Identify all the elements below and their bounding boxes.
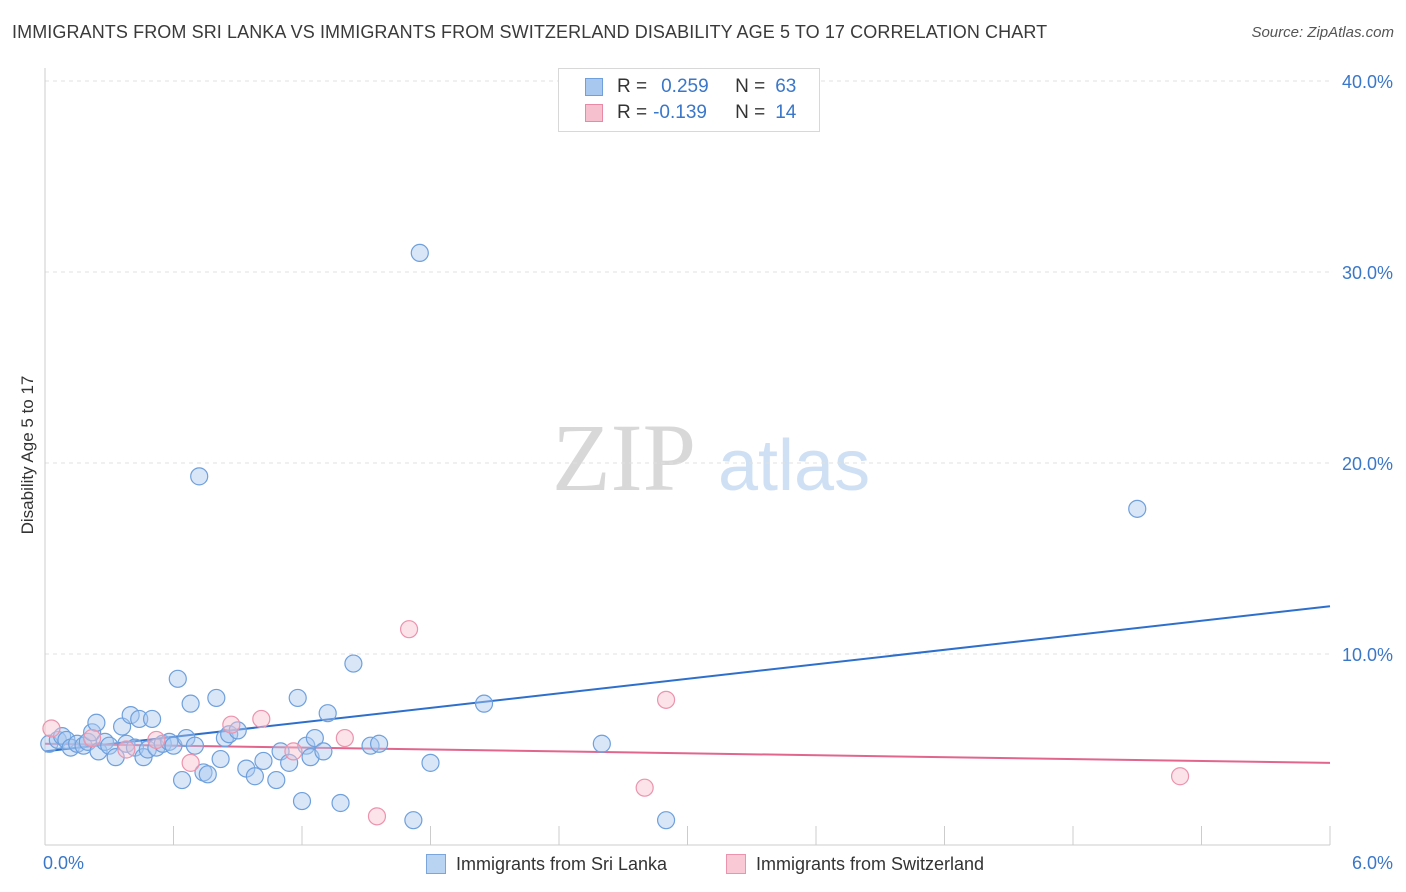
point-sri-lanka — [87, 713, 106, 732]
series-label-sri-lanka: Immigrants from Sri Lanka — [456, 853, 668, 874]
data-points — [40, 243, 1190, 830]
point-switzerland — [83, 728, 102, 748]
series-legend-sri-lanka[interactable]: Immigrants from Sri Lanka — [426, 852, 667, 876]
grid-lines — [45, 80, 1330, 655]
x-tick-label-min: 0.0% — [43, 853, 84, 873]
y-axis-label: Disability Age 5 to 17 — [18, 375, 37, 535]
chart-title: IMMIGRANTS FROM SRI LANKA VS IMMIGRANTS … — [12, 22, 1048, 42]
point-sri-lanka — [331, 793, 350, 813]
point-sri-lanka — [190, 467, 209, 486]
point-sri-lanka — [83, 723, 102, 742]
y-tick-label: 20.0% — [1342, 454, 1393, 474]
y-tick-label: 30.0% — [1342, 263, 1393, 283]
y-tick-label: 40.0% — [1342, 72, 1393, 92]
point-switzerland — [252, 709, 271, 729]
point-sri-lanka — [267, 770, 286, 790]
watermark: ZIP atlas — [552, 404, 870, 511]
legend-swatch-sri-lanka — [585, 78, 603, 96]
point-sri-lanka — [142, 709, 162, 729]
point-sri-lanka — [314, 742, 333, 761]
legend-row-sri-lanka: R = 0.259 N = 63 — [585, 75, 796, 99]
y-tick-label: 10.0% — [1342, 645, 1393, 665]
point-sri-lanka — [211, 749, 230, 769]
point-sri-lanka — [121, 706, 140, 725]
point-sri-lanka — [168, 669, 187, 688]
tick-labels: 10.0% 20.0% 30.0% 40.0% 0.0% 6.0% — [43, 72, 1393, 873]
point-switzerland — [222, 715, 241, 734]
legend-row-switzerland: R = -0.139 N = 14 — [585, 101, 796, 125]
point-sri-lanka — [245, 767, 264, 786]
point-sri-lanka — [404, 811, 423, 830]
point-switzerland — [181, 753, 200, 772]
point-sri-lanka — [181, 694, 200, 713]
point-sri-lanka — [592, 734, 611, 753]
x-tick-label-max: 6.0% — [1352, 853, 1393, 873]
watermark-atlas: atlas — [718, 426, 870, 506]
point-sri-lanka — [292, 791, 312, 811]
point-switzerland — [635, 778, 654, 797]
trend-line-switzerland — [44, 742, 1331, 764]
point-sri-lanka — [288, 688, 307, 708]
point-sri-lanka — [198, 765, 217, 784]
series-legend-switzerland[interactable]: Immigrants from Switzerland — [726, 852, 984, 876]
point-switzerland — [399, 620, 419, 639]
series-swatch-switzerland — [726, 854, 746, 874]
point-sri-lanka — [370, 734, 389, 753]
point-sri-lanka — [185, 736, 205, 755]
legend-r-value: 0.259 — [661, 76, 709, 97]
legend-n-label: N = — [735, 76, 766, 97]
point-switzerland — [42, 719, 61, 738]
point-switzerland — [1170, 767, 1190, 786]
point-sri-lanka — [1128, 499, 1147, 518]
point-sri-lanka — [474, 694, 494, 713]
point-switzerland — [147, 730, 166, 750]
legend-n-value: 14 — [775, 102, 797, 123]
series-label-switzerland: Immigrants from Switzerland — [756, 853, 985, 874]
legend-r-label: R = — [617, 102, 648, 123]
axes — [44, 68, 1331, 846]
point-sri-lanka — [172, 770, 192, 790]
legend-swatch-switzerland — [585, 104, 603, 122]
point-sri-lanka — [344, 654, 363, 673]
watermark-zip: ZIP — [552, 404, 696, 511]
point-sri-lanka — [410, 243, 429, 262]
legend-n-value: 63 — [775, 76, 797, 97]
legend-r-value: -0.139 — [653, 102, 707, 123]
point-switzerland — [335, 728, 354, 748]
point-switzerland — [284, 742, 303, 761]
legend-n-label: N = — [735, 102, 766, 123]
point-switzerland — [656, 690, 676, 709]
point-sri-lanka — [305, 728, 324, 748]
point-sri-lanka — [318, 704, 337, 723]
point-sri-lanka — [421, 753, 440, 772]
point-sri-lanka — [130, 709, 149, 729]
point-switzerland — [117, 740, 136, 759]
stats-legend: R = 0.259 N = 63 R = -0.139 N = 14 — [558, 68, 820, 132]
point-switzerland — [367, 807, 387, 826]
point-sri-lanka — [117, 734, 136, 753]
point-sri-lanka — [280, 753, 299, 772]
point-sri-lanka — [656, 811, 676, 830]
legend-r-label: R = — [617, 76, 648, 97]
point-sri-lanka — [254, 751, 273, 771]
source-label: Source: ZipAtlas.com — [1251, 24, 1394, 41]
series-swatch-sri-lanka — [426, 854, 446, 874]
point-sri-lanka — [207, 688, 226, 708]
